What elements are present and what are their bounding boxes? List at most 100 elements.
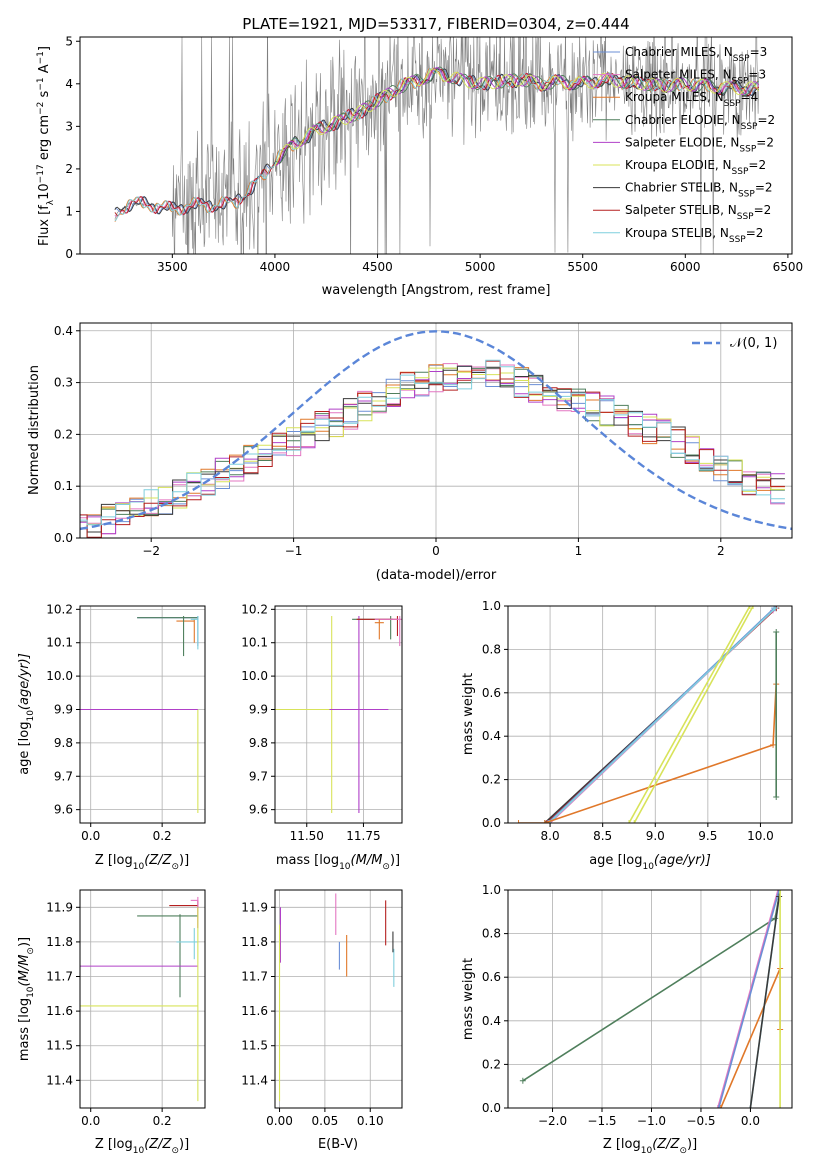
label-part: =2 [754,203,772,217]
grid [80,890,205,1108]
x-axis-label: Z [log10(Z/Z⊙)] [603,1137,697,1156]
y-tick-label: 9.7 [249,769,268,783]
label-part: Z [log [95,1137,133,1152]
weight-marker [746,606,753,609]
y-tick-label: 10.1 [46,636,73,650]
label-part: −1 [36,77,46,90]
label-part: Chabrier STELIB, N [625,181,738,195]
y-tick-label: 11.5 [46,1039,73,1053]
label-part: )] [17,937,32,947]
frame: −2.0 −1.5 −1.0 −0.5 0.0 0.0 0.2 0.4 0.6 0.8 1.0 [482,883,793,1128]
y-tick-label: 11.8 [241,935,268,949]
label-part: =2 [746,226,764,240]
plot-area [275,616,402,813]
y-tick-label: 0.3 [54,376,73,390]
label-part: =3 [750,45,768,59]
label-part: ⊙ [26,947,36,955]
frame: 8.0 8.5 9.0 9.5 10.0 0.0 0.2 0.4 0.6 0.8 1.0 [482,599,793,843]
y-tick-label: 0.4 [54,324,73,338]
weight-line [628,606,751,823]
weight-marker [773,629,780,636]
x-axis-label: age [log10(age/yr)] [589,853,711,872]
axes-frame [79,36,793,255]
weight-marker [776,893,783,900]
y-tick-label: 0.4 [482,1014,501,1028]
axes-age-vs-mass: 11.50 11.75 9.6 9.7 9.8 9.9 10.0 10.1 10.2 mass [… [241,602,403,872]
y-tick-label: 0.0 [482,816,501,830]
grid [508,605,792,824]
model-spectrum [274,67,760,167]
axes-frame [274,605,403,824]
weight-marker [770,741,777,748]
x-tick-label: 9.5 [698,829,717,843]
histogram-kroupa-stelib [80,359,785,526]
y-tick-label: 1 [65,204,73,218]
axes-frame [79,605,206,824]
y-tick-label: 9.9 [249,702,268,716]
label-part: Kroupa ELODIE, N [625,158,732,172]
weight-line [718,890,780,1108]
y-tick-label: 0.1 [54,479,73,493]
label-part: )] [687,1137,697,1152]
weight-marker [773,793,780,800]
axes-frame [507,889,793,1109]
label-part: mass [log [276,853,339,868]
weight-line [717,890,779,1108]
x-tick-label: −1.5 [587,1114,616,1128]
legend-entry: Kroupa MILES, NSSP=4 [625,90,758,109]
label-part: (Z/Z [144,853,172,868]
label-part: =4 [741,90,759,104]
plot-area [515,606,780,823]
label-part: )] [390,853,400,868]
weight-marker [747,1105,754,1108]
label-part: −17 [36,164,46,183]
legend-entry: Salpeter STELIB, NSSP=2 [625,203,771,222]
label-part: SSP [741,122,758,132]
axes-residuals: −2 −1 0 1 2 0.0 0.1 0.2 0.3 0.4 (data-model)/error… [27,322,793,583]
label-part: −1 [36,51,46,64]
y-tick-label: 11.6 [241,1004,268,1018]
label-part: =2 [755,181,773,195]
y-tick-label: 0.0 [54,531,73,545]
label-part: Z [log [95,853,133,868]
y-axis-label: Flux [fλ10−17 erg cm−2 s−1 A−1] [36,46,56,246]
plot-area [278,893,395,1102]
x-tick-label: 5000 [465,260,496,274]
y-tick-label: 0.6 [482,970,501,984]
axes-weight-vs-Z: −2.0 −1.5 −1.0 −0.5 0.0 0.0 0.2 0.4 0.6 0.8 1.0 Z [… [461,883,793,1156]
legend-entry: Chabrier STELIB, NSSP=2 [625,181,773,200]
axes-frame [507,605,793,824]
label-part: (M/M [17,955,32,987]
legend-entry: Salpeter MILES, NSSP=3 [625,68,766,87]
x-tick-label: 0.0 [81,829,100,843]
y-tick-label: 0.4 [482,729,501,743]
axes-spectrum: 3500 4000 4500 5000 5500 6000 6500 0 1 2 3 4 5 wavele… [36,34,803,298]
weight-line [749,896,780,1108]
label-part: =2 [748,158,766,172]
y-tick-label: 9.7 [54,769,73,783]
label-part: 10 [641,1146,653,1156]
label-part: 10 [26,710,36,722]
y-tick-label: 0.8 [482,642,501,656]
x-tick-label: 8.0 [541,829,560,843]
x-tick-label: 0.2 [153,829,172,843]
label-part: (age/yr)] [654,853,711,868]
x-tick-label: 0.00 [266,1114,293,1128]
label-part: Salpeter STELIB, N [625,203,737,217]
x-tick-label: 4500 [362,260,393,274]
model-spectrum [274,66,759,164]
y-axis-label: mass weight [461,673,476,755]
axes-weight-vs-age: 8.0 8.5 9.0 9.5 10.0 0.0 0.2 0.4 0.6 0.8 1.0 age [l… [461,599,793,872]
label-part: erg cm [37,115,52,164]
y-tick-label: 1.0 [482,599,501,613]
frame: 0.0 0.2 9.6 9.7 9.8 9.9 10.0 10.1 10.2 [46,602,206,843]
label-part: ⊙ [171,1146,179,1156]
label-part: 10 [26,986,36,998]
grid [275,890,402,1108]
x-tick-label: 0 [432,544,440,558]
y-tick-label: 0.6 [482,686,501,700]
y-tick-label: 9.6 [249,803,268,817]
label-part: Chabrier MILES, N [625,45,733,59]
label-part: SSP [737,212,754,222]
weight-marker [717,1105,724,1108]
